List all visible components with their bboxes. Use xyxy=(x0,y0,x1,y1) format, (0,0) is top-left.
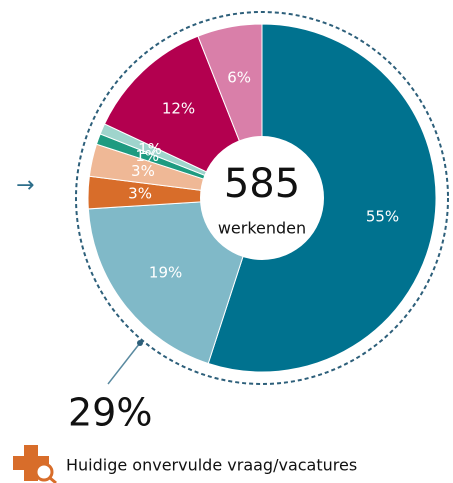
slice-label: 3% xyxy=(131,162,155,180)
center-hole xyxy=(200,136,324,260)
center-label: werkenden xyxy=(218,219,306,238)
arrow: → xyxy=(16,173,34,198)
slice-label: 12% xyxy=(162,100,195,118)
slice-label: 55% xyxy=(366,208,399,226)
pointer-dot xyxy=(137,340,143,346)
outline xyxy=(75,11,449,385)
slice-label: 3% xyxy=(128,185,152,203)
legend-icon xyxy=(13,445,57,483)
legend-label: Huidige onvervulde vraag/vacatures xyxy=(66,456,357,475)
annotation: 29% xyxy=(68,391,152,435)
pointer-line xyxy=(107,342,141,385)
slice-label: 19% xyxy=(149,263,182,281)
slice-label: 6% xyxy=(227,69,251,87)
center-value: 585 xyxy=(224,161,300,207)
slice-label: 1% xyxy=(135,147,159,165)
slice-label: 1% xyxy=(138,140,162,158)
